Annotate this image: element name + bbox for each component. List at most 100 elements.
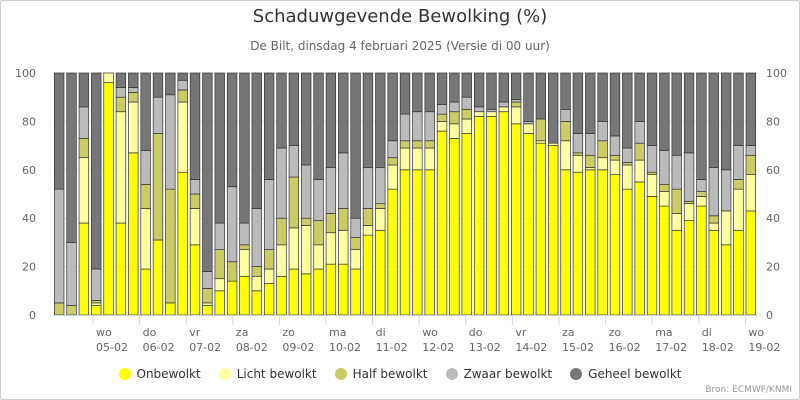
legend-item[interactable]: Geheel bewolkt: [570, 367, 682, 381]
bar-segment: [362, 72, 374, 168]
bar-segment: [78, 137, 90, 159]
bar-segment: [313, 72, 324, 180]
bar-segment: [424, 111, 435, 142]
x-date-label: 08-02: [236, 341, 268, 354]
bar-segment: [399, 72, 411, 115]
legend-item[interactable]: Half bewolkt: [334, 367, 428, 381]
legend-label: Geheel bewolkt: [588, 367, 682, 381]
bar-segment: [140, 72, 151, 151]
legend-item[interactable]: Licht bewolkt: [218, 367, 317, 381]
x-day-label: di: [702, 326, 712, 339]
legend-item[interactable]: Onbewolkt: [118, 367, 201, 381]
bar-segment: [202, 72, 213, 272]
bar-segment: [214, 72, 225, 224]
bar-segment: [325, 167, 337, 214]
bar-segment: [436, 130, 448, 316]
bar-segment: [720, 72, 732, 171]
bar-segment: [461, 72, 472, 98]
bar-segment: [301, 217, 312, 226]
bar-segment: [276, 72, 287, 149]
bar-segment: [659, 183, 670, 192]
bar-segment: [263, 72, 275, 180]
legend-label: Licht bewolkt: [236, 367, 317, 381]
bar-segment: [498, 72, 509, 103]
x-date-label: 13-02: [469, 341, 501, 354]
x-day-label: do: [143, 326, 157, 339]
bar-segment: [202, 302, 213, 306]
bar-segment: [720, 244, 732, 316]
x-date-label: 18-02: [702, 341, 734, 354]
legend-dot-icon: [218, 368, 231, 380]
bar-segment: [671, 229, 682, 316]
bar-segment: [78, 72, 90, 108]
bar-segment: [152, 96, 164, 134]
bar-segment: [226, 186, 238, 263]
bar-segment: [387, 72, 398, 142]
bar-segment: [263, 268, 275, 284]
bar-segment: [350, 268, 361, 316]
bar-segment: [152, 239, 164, 316]
bar-segment: [301, 273, 312, 316]
bar-segment: [436, 121, 448, 132]
bar-segment: [498, 101, 509, 108]
bar-segment: [659, 72, 670, 151]
bar-segment: [165, 302, 176, 316]
legend-item[interactable]: Zwaar bewolkt: [445, 367, 552, 381]
bar-segment: [239, 244, 250, 251]
x-date-label: 16-02: [609, 341, 641, 354]
bar-segment: [708, 229, 719, 316]
bar-segment: [510, 106, 522, 125]
bar-segment: [523, 121, 534, 125]
bar-segment: [609, 72, 621, 137]
legend-label: Half bewolkt: [352, 367, 428, 381]
bar-segment: [708, 222, 719, 231]
bar-segment: [634, 121, 645, 144]
bar-segment: [338, 152, 349, 209]
bar-segment: [745, 154, 756, 175]
bar-segment: [548, 72, 559, 144]
bar-segment: [387, 157, 398, 166]
bar-segment: [671, 213, 682, 231]
bar-segment: [276, 275, 287, 316]
bar-segment: [362, 234, 374, 316]
bar-segment: [646, 174, 658, 197]
bar-segment: [708, 215, 719, 224]
bar-segment: [449, 72, 460, 103]
bar-segment: [597, 72, 608, 122]
legend-dot-icon: [334, 368, 347, 380]
bar-segment: [560, 140, 571, 171]
bar-segment: [177, 171, 188, 316]
x-day-label: di: [376, 326, 386, 339]
bar-segment: [646, 72, 658, 146]
bar-segment: [535, 140, 547, 144]
x-day-label: do: [469, 326, 483, 339]
x-day-label: ma: [655, 326, 672, 339]
y-tick-label-right: 60: [766, 164, 780, 177]
bar-segment: [313, 268, 324, 316]
bar-segment: [609, 159, 621, 175]
bar-segment: [548, 142, 559, 146]
bar-segment: [424, 147, 435, 171]
bar-segment: [486, 108, 497, 113]
bar-segment: [498, 111, 509, 316]
bar-segment: [128, 101, 139, 154]
x-day-label: za: [562, 326, 575, 339]
bar-segment: [622, 162, 633, 166]
x-day-label: za: [236, 326, 249, 339]
bar-segment: [683, 152, 695, 202]
bar-segment: [387, 188, 398, 316]
x-day-label: wo: [96, 326, 112, 339]
legend-dot-icon: [445, 368, 458, 380]
y-tick-label-right: 100: [766, 67, 787, 80]
bar-segment: [399, 147, 411, 171]
bar-segment: [696, 196, 707, 207]
y-tick-label-left: 0: [29, 309, 36, 322]
bar-segment: [375, 72, 386, 168]
bar-segment: [152, 133, 164, 241]
bar-segment: [671, 154, 682, 190]
bar-segment: [128, 92, 139, 103]
bar-segment: [696, 205, 707, 316]
bar-segment: [745, 174, 756, 212]
bar-segment: [202, 288, 213, 304]
